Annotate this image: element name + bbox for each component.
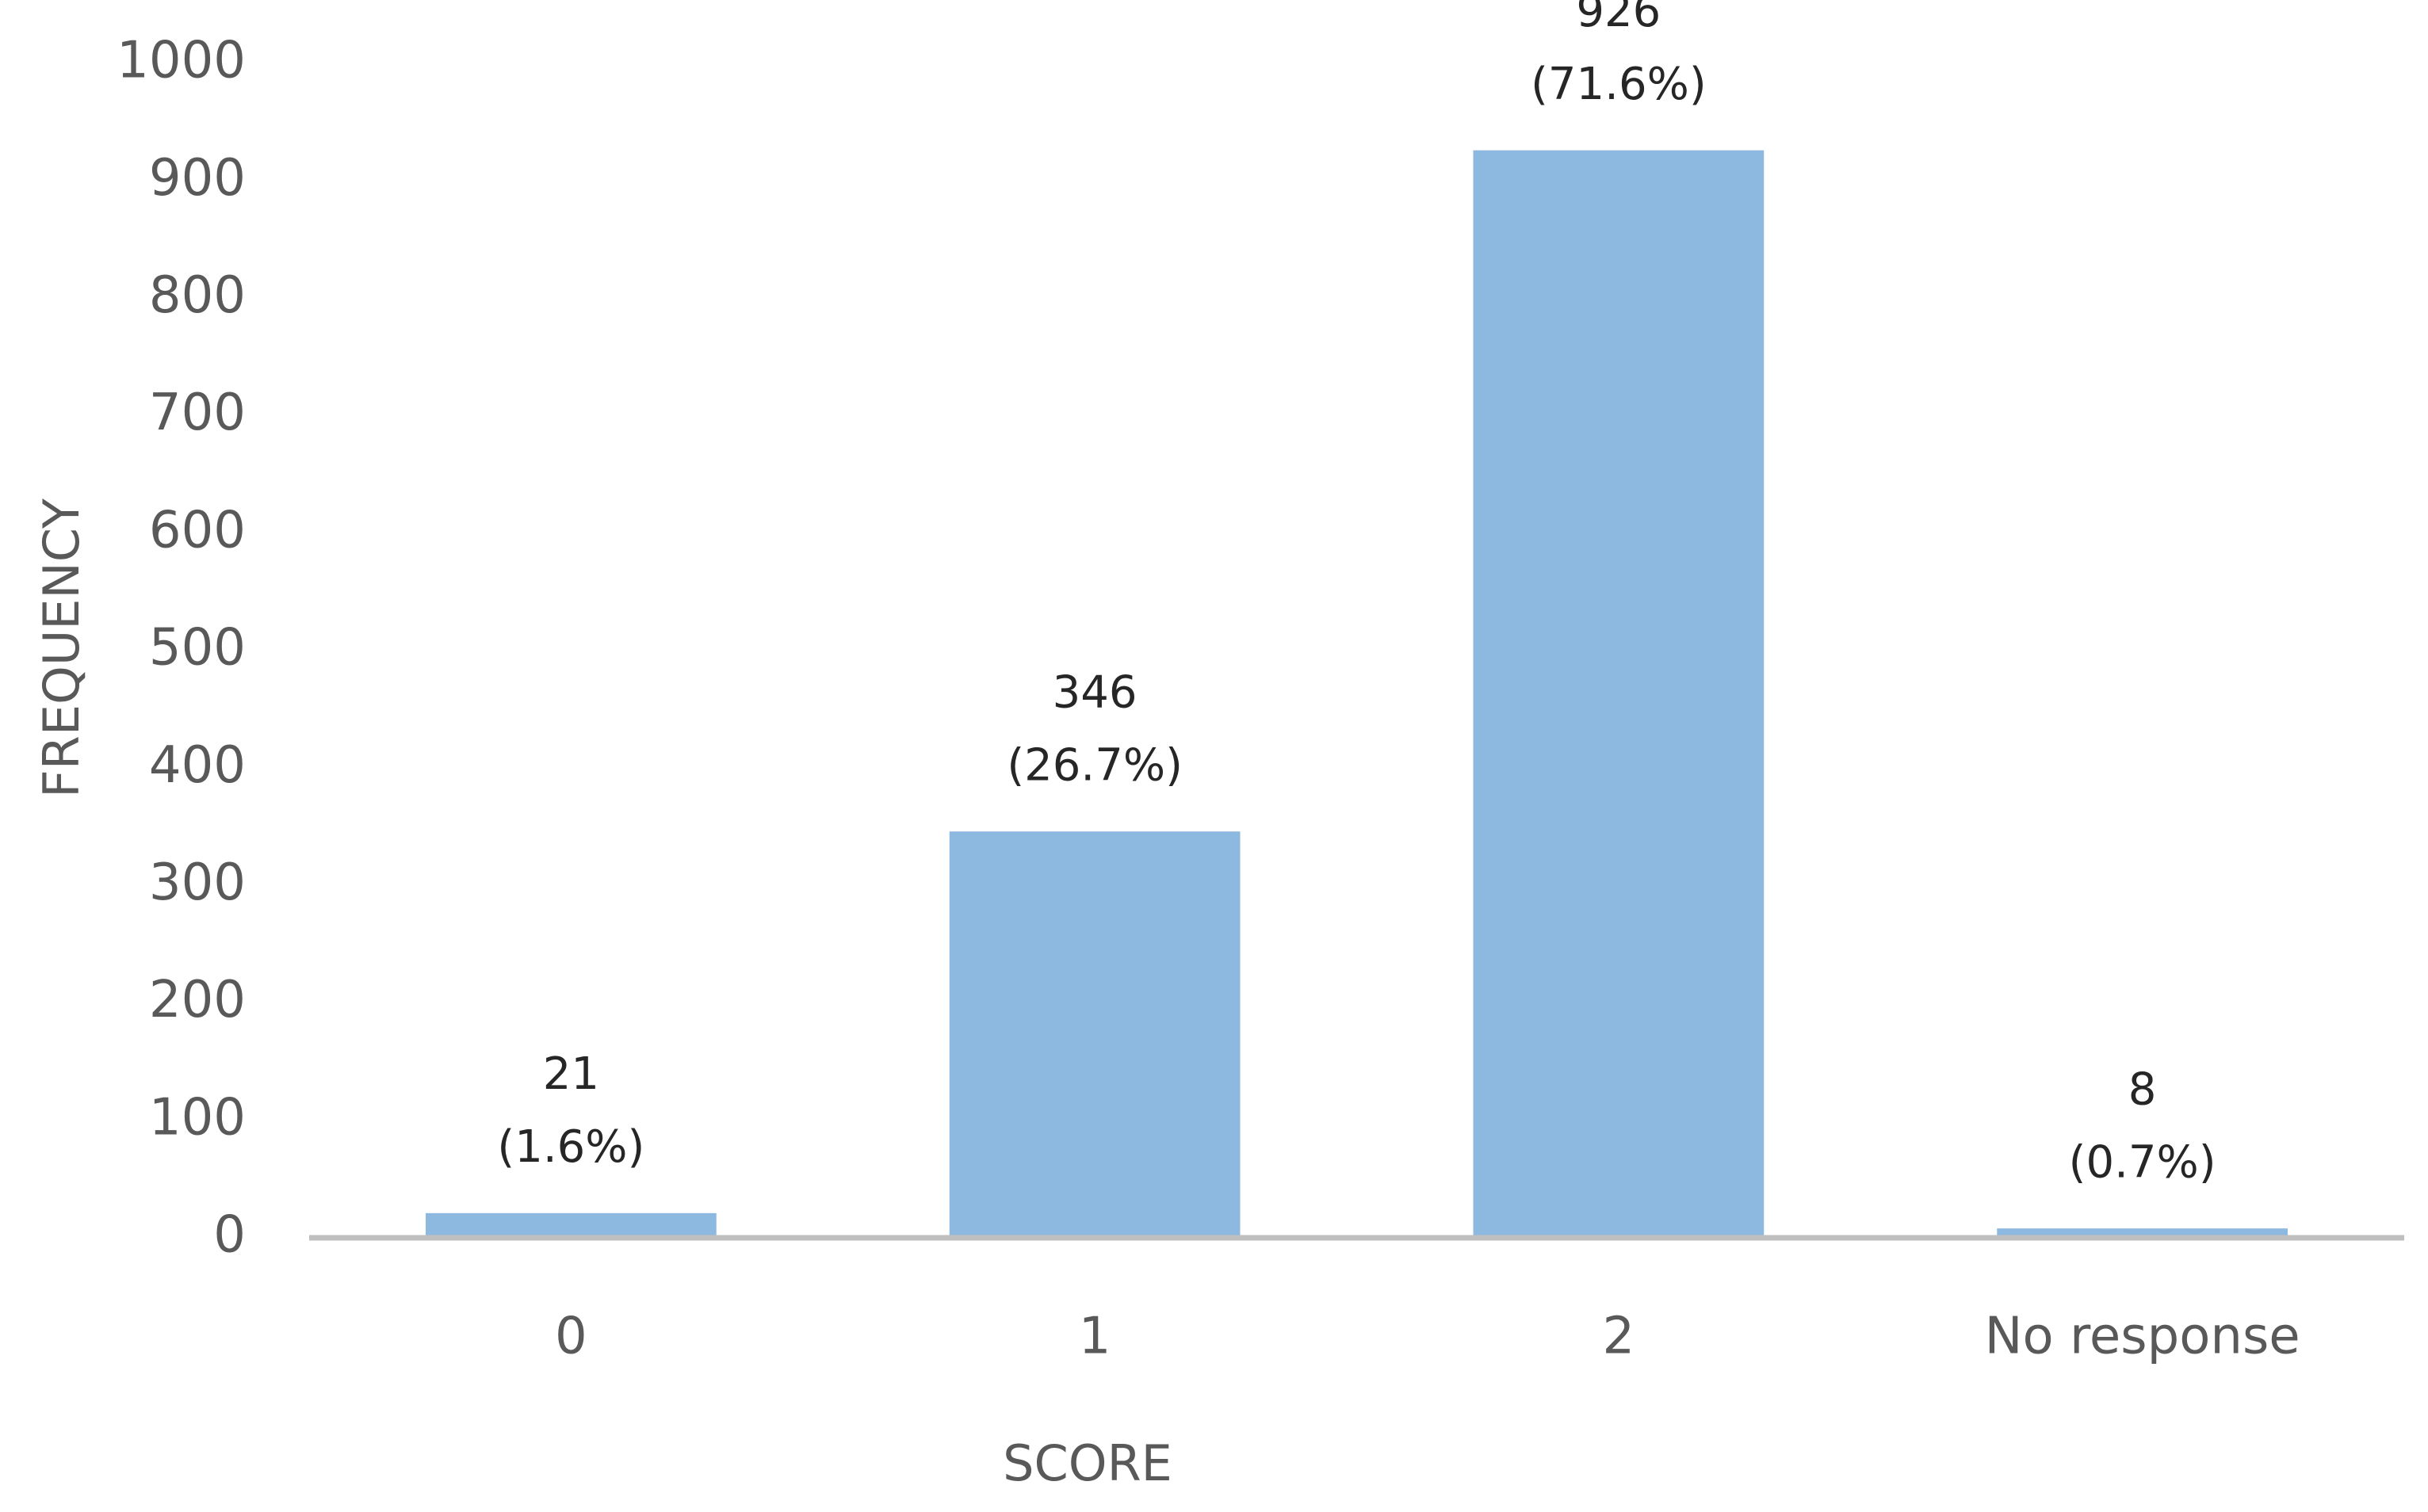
data-label-value: 346 [1053,666,1138,718]
data-label-percent: (26.7%) [1007,739,1183,791]
y-tick-label: 1000 [117,32,246,90]
data-labels: 21 (1.6%) 346 (26.7%) 926 (71.6%) 8 (0.7%) [497,0,2216,1188]
bar [426,1212,717,1238]
x-tick-label: 1 [1079,1308,1111,1366]
x-tick-label: No response [1985,1308,2300,1366]
y-tick-label: 400 [149,736,246,795]
y-tick-label: 100 [149,1088,246,1147]
y-tick-label: 600 [149,501,246,559]
y-tick-label: 900 [149,149,246,208]
y-axis-ticks: 0 100 200 300 400 500 600 700 800 900 1000 [117,32,246,1265]
x-tick-label: 0 [555,1308,587,1366]
bar [949,831,1241,1238]
data-label-percent: (71.6%) [1531,59,1707,110]
bar [1997,1228,2288,1238]
y-tick-label: 300 [149,853,246,912]
data-label-value: 8 [2128,1063,2157,1115]
y-tick-label: 700 [149,384,246,442]
x-tick-label: 2 [1603,1308,1635,1366]
data-label-value: 926 [1576,0,1661,37]
y-tick-label: 500 [149,619,246,678]
y-tick-label: 200 [149,971,246,1029]
y-tick-label: 0 [213,1206,246,1265]
data-label-value: 21 [543,1048,599,1100]
y-axis-title: FREQUENCY [33,498,90,798]
x-axis-ticks: 0 1 2 No response [555,1308,2300,1366]
bars [426,150,2288,1239]
data-label-percent: (1.6%) [497,1121,644,1173]
bar [1473,150,1765,1239]
x-axis-title: SCORE [1003,1434,1172,1492]
y-tick-label: 800 [149,266,246,325]
data-label-percent: (0.7%) [2069,1136,2216,1188]
